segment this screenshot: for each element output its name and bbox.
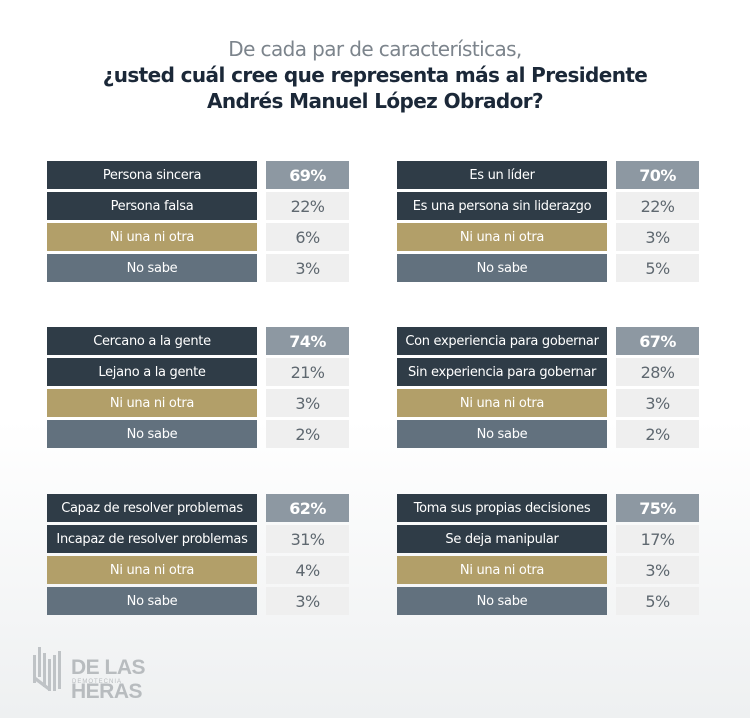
row-value: 3% — [266, 254, 349, 282]
row-value: 62% — [266, 494, 349, 522]
row-label: No sabe — [47, 587, 257, 615]
row-label: No sabe — [397, 587, 607, 615]
row-value: 5% — [616, 254, 699, 282]
table-row-dont-know-option: No sabe 2% — [47, 420, 349, 448]
table-row-dont-know-option: No sabe 5% — [397, 254, 699, 282]
row-label: Cercano a la gente — [47, 327, 257, 355]
row-label: Toma sus propias decisiones — [397, 494, 607, 522]
row-value: 3% — [616, 389, 699, 417]
table-row-neither-option: Ni una ni otra 6% — [47, 223, 349, 251]
row-label: Lejano a la gente — [47, 358, 257, 386]
table-row-chosen-option: Capaz de resolver problemas 62% — [47, 494, 349, 522]
chart-question-line-2: Andrés Manuel López Obrador? — [207, 89, 544, 113]
table-row-opposite-option: Se deja manipular 17% — [397, 525, 699, 553]
row-value: 4% — [266, 556, 349, 584]
row-label: Ni una ni otra — [397, 223, 607, 251]
row-label: Ni una ni otra — [397, 389, 607, 417]
table-row-dont-know-option: No sabe 3% — [47, 587, 349, 615]
table-row-neither-option: Ni una ni otra 3% — [47, 389, 349, 417]
row-label: Es un líder — [397, 161, 607, 189]
row-value: 2% — [266, 420, 349, 448]
row-label: Persona sincera — [47, 161, 257, 189]
row-value: 69% — [266, 161, 349, 189]
row-label: Es una persona sin liderazgo — [397, 192, 607, 220]
chart-title: De cada par de características, ¿usted c… — [0, 36, 750, 114]
row-value: 75% — [616, 494, 699, 522]
row-value: 31% — [266, 525, 349, 553]
row-value: 3% — [266, 389, 349, 417]
table-row-neither-option: Ni una ni otra 3% — [397, 389, 699, 417]
row-value: 3% — [266, 587, 349, 615]
row-value: 21% — [266, 358, 349, 386]
chart-question-line-1: ¿usted cuál cree que representa más al P… — [102, 63, 648, 87]
row-label: Ni una ni otra — [47, 389, 257, 417]
row-value: 3% — [616, 556, 699, 584]
table-row-opposite-option: Sin experiencia para gobernar 28% — [397, 358, 699, 386]
row-label: Capaz de resolver problemas — [47, 494, 257, 522]
row-label: Sin experiencia para gobernar — [397, 358, 607, 386]
row-value: 17% — [616, 525, 699, 553]
row-value: 3% — [616, 223, 699, 251]
table-row-opposite-option: Es una persona sin liderazgo 22% — [397, 192, 699, 220]
table-row-neither-option: Ni una ni otra 4% — [47, 556, 349, 584]
table-row-chosen-option: Toma sus propias decisiones 75% — [397, 494, 699, 522]
row-label: Con experiencia para gobernar — [397, 327, 607, 355]
brand-tagline: DEMOTECNIA — [72, 679, 123, 685]
table-row-chosen-option: Persona sincera 69% — [47, 161, 349, 189]
row-value: 74% — [266, 327, 349, 355]
table-row-chosen-option: Cercano a la gente 74% — [47, 327, 349, 355]
table-row-chosen-option: Con experiencia para gobernar 67% — [397, 327, 699, 355]
row-label: Incapaz de resolver problemas — [47, 525, 257, 553]
row-label: No sabe — [47, 420, 257, 448]
building-columns-logo-icon — [33, 647, 61, 691]
table-row-chosen-option: Es un líder 70% — [397, 161, 699, 189]
row-value: 22% — [266, 192, 349, 220]
row-value: 6% — [266, 223, 349, 251]
row-label: Ni una ni otra — [47, 556, 257, 584]
table-row-opposite-option: Lejano a la gente 21% — [47, 358, 349, 386]
chart-subtitle: De cada par de características, — [228, 37, 522, 61]
row-value: 5% — [616, 587, 699, 615]
table-row-neither-option: Ni una ni otra 3% — [397, 556, 699, 584]
row-label: No sabe — [47, 254, 257, 282]
table-row-dont-know-option: No sabe 2% — [397, 420, 699, 448]
row-value: 2% — [616, 420, 699, 448]
row-label: Ni una ni otra — [47, 223, 257, 251]
brand-name: DE LAS HERAS — [71, 656, 146, 703]
row-value: 67% — [616, 327, 699, 355]
row-label: Se deja manipular — [397, 525, 607, 553]
row-label: No sabe — [397, 254, 607, 282]
row-label: Ni una ni otra — [397, 556, 607, 584]
row-label: Persona falsa — [47, 192, 257, 220]
brand-logo: DE LAS HERAS DEMOTECNIA — [31, 643, 211, 703]
table-row-opposite-option: Persona falsa 22% — [47, 192, 349, 220]
table-row-opposite-option: Incapaz de resolver problemas 31% — [47, 525, 349, 553]
table-row-neither-option: Ni una ni otra 3% — [397, 223, 699, 251]
table-row-dont-know-option: No sabe 5% — [397, 587, 699, 615]
row-value: 28% — [616, 358, 699, 386]
table-row-dont-know-option: No sabe 3% — [47, 254, 349, 282]
row-value: 70% — [616, 161, 699, 189]
row-value: 22% — [616, 192, 699, 220]
row-label: No sabe — [397, 420, 607, 448]
